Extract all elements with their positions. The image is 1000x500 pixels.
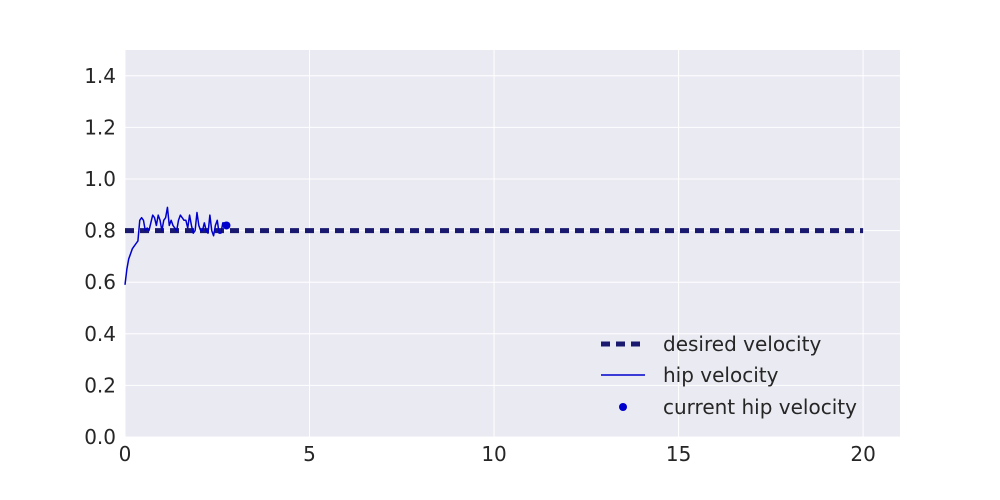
y-tick-label: 0.8: [84, 219, 116, 243]
y-tick-label: 1.0: [84, 167, 116, 191]
legend-label: hip velocity: [663, 363, 779, 387]
y-tick-label: 0.2: [84, 373, 116, 397]
hip-velocity-line: [124, 206, 228, 285]
x-tick-label: 10: [481, 442, 506, 466]
series-layer: [124, 206, 864, 285]
y-tick-label: 0.6: [84, 270, 116, 294]
x-tick-label: 0: [119, 442, 132, 466]
y-tick-label: 1.4: [84, 64, 116, 88]
current-hip-velocity-point: [222, 221, 231, 230]
y-tick-labels: 0.0 0.2 0.4 0.6 0.8 1.0 1.2 1.4: [84, 64, 116, 449]
x-tick-label: 5: [303, 442, 316, 466]
plot-background: [125, 50, 900, 437]
legend-label: current hip velocity: [663, 395, 857, 419]
legend: desired velocity hip velocity current hip …: [601, 332, 857, 419]
y-tick-label: 0.0: [84, 425, 116, 449]
x-tick-label: 20: [850, 442, 875, 466]
x-gridlines: [124, 50, 864, 437]
legend-marker-swatch: [619, 403, 627, 411]
legend-label: desired velocity: [663, 332, 821, 356]
x-tick-label: 15: [666, 442, 691, 466]
x-tick-labels: 0 5 10 15 20: [119, 442, 876, 466]
y-tick-label: 1.2: [84, 115, 116, 139]
y-tick-label: 0.4: [84, 322, 116, 346]
